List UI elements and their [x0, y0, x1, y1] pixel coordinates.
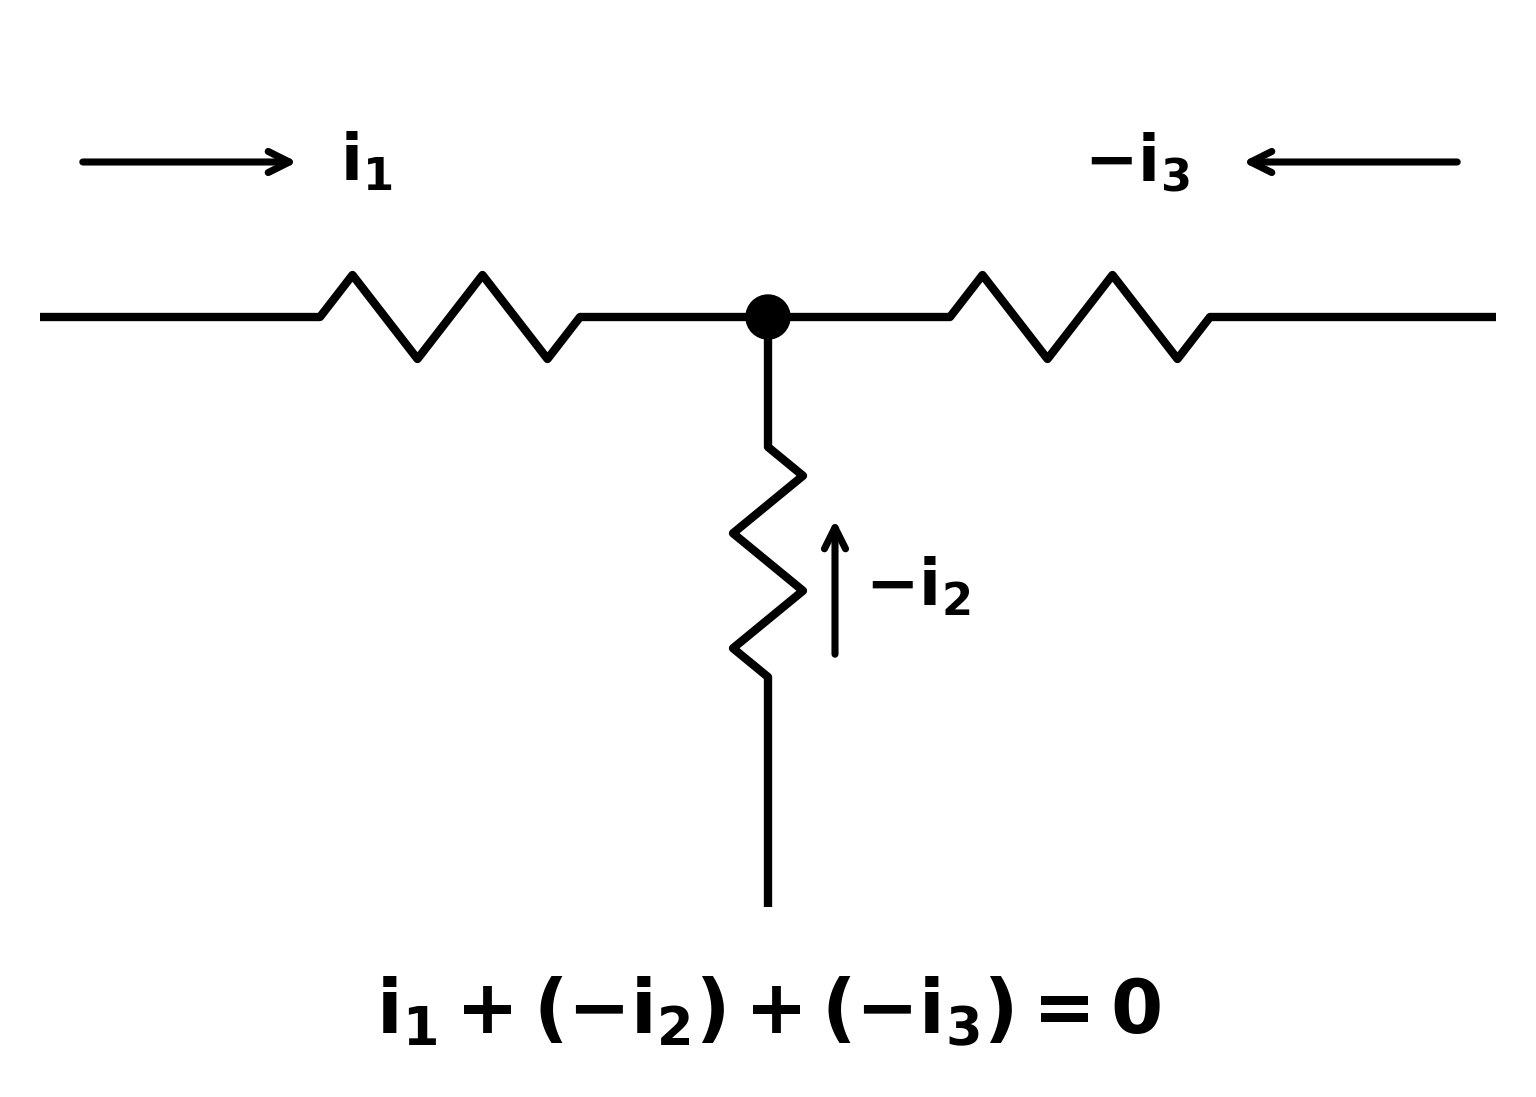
Text: $\mathbf{-i_2}$: $\mathbf{-i_2}$ [865, 555, 971, 619]
Text: $\mathbf{i_1+(-i_2)+(-i_3) = 0}$: $\mathbf{i_1+(-i_2)+(-i_3) = 0}$ [376, 975, 1160, 1049]
Circle shape [746, 295, 790, 339]
Text: $\mathbf{-i_3}$: $\mathbf{-i_3}$ [1084, 131, 1190, 194]
Text: $\mathbf{i_1}$: $\mathbf{i_1}$ [339, 131, 393, 194]
